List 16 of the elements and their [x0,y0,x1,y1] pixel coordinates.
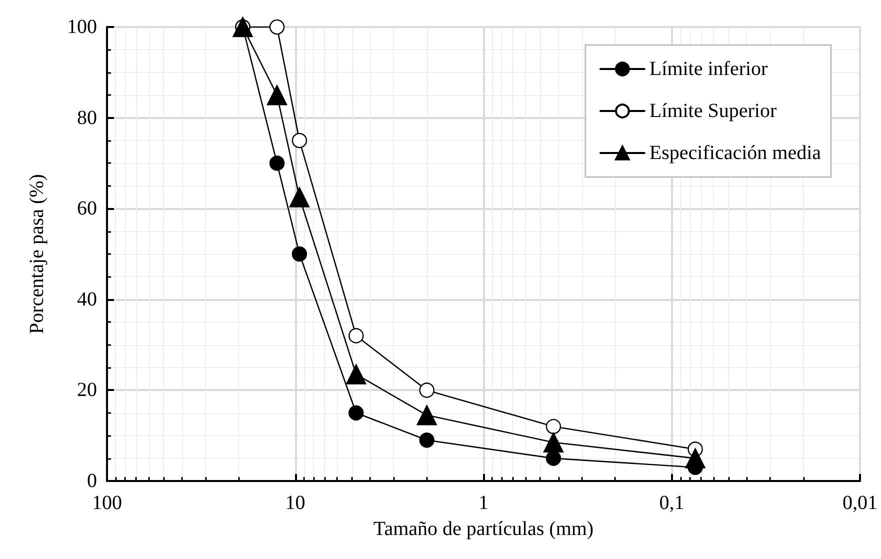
x-tick-label: 0,01 [842,492,878,514]
x-tick-label: 1 [478,492,488,514]
y-tick-label: 80 [77,106,97,129]
legend-label: Especificación media [649,142,822,164]
y-axis-title: Porcentaje pasa (%) [26,174,48,334]
x-axis-title: Tamaño de partículas (mm) [373,518,594,540]
y-tick-label: 20 [77,379,97,402]
x-tick-label: 0,1 [659,492,684,514]
y-tick-label: 0 [87,470,97,492]
x-tick-label: 100 [92,492,122,514]
y-tick-label: 100 [67,16,97,38]
legend-label: Límite inferior [649,58,768,80]
legend-label: Límite Superior [649,100,777,122]
y-tick-label: 40 [77,288,97,310]
x-tick-label: 10 [285,492,306,514]
y-tick-label: 60 [77,198,97,220]
